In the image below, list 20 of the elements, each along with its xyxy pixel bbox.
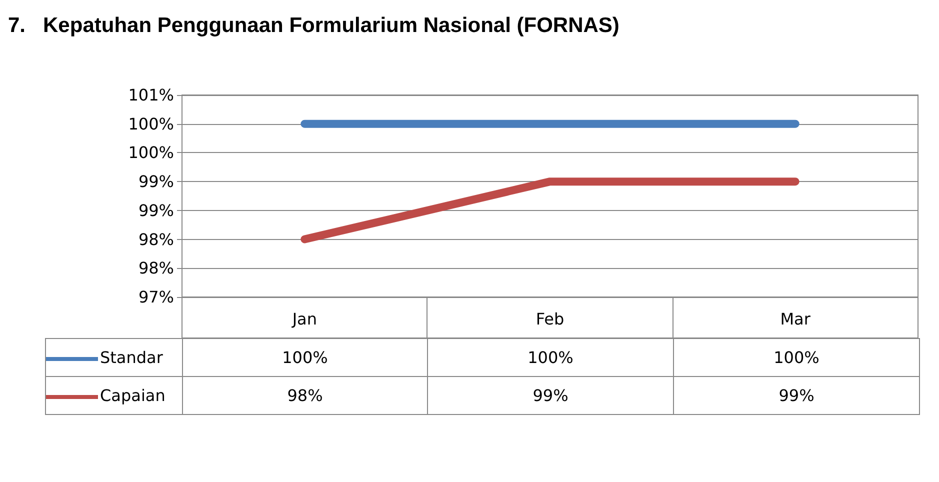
y-tick-label: 98%: [138, 230, 174, 249]
data-label: 100%: [428, 338, 674, 376]
legend-label: Standar: [100, 348, 163, 367]
x-tick-label: Mar: [780, 310, 811, 328]
y-tick-label: 98%: [138, 258, 174, 278]
y-tick-label: 97%: [138, 288, 174, 306]
y-tick-label: 101%: [128, 86, 174, 104]
data-label: 99%: [674, 376, 920, 414]
y-tick-label: 99%: [138, 200, 174, 220]
x-tick-label: Feb: [536, 310, 564, 328]
y-tick-label: 99%: [138, 172, 174, 192]
y-tick-label: 100%: [128, 143, 174, 162]
chart-title: 7. Kepatuhan Penggunaan Formularium Nasional (FORNAS): [8, 14, 620, 38]
data-label: 100%: [182, 338, 428, 376]
data-label: 99%: [428, 376, 674, 414]
data-label: 100%: [674, 338, 920, 376]
y-tick-label: 100%: [128, 114, 174, 134]
x-tick-label: Jan: [291, 310, 318, 328]
legend-label: Capaian: [100, 386, 166, 405]
data-label: 98%: [182, 376, 428, 414]
